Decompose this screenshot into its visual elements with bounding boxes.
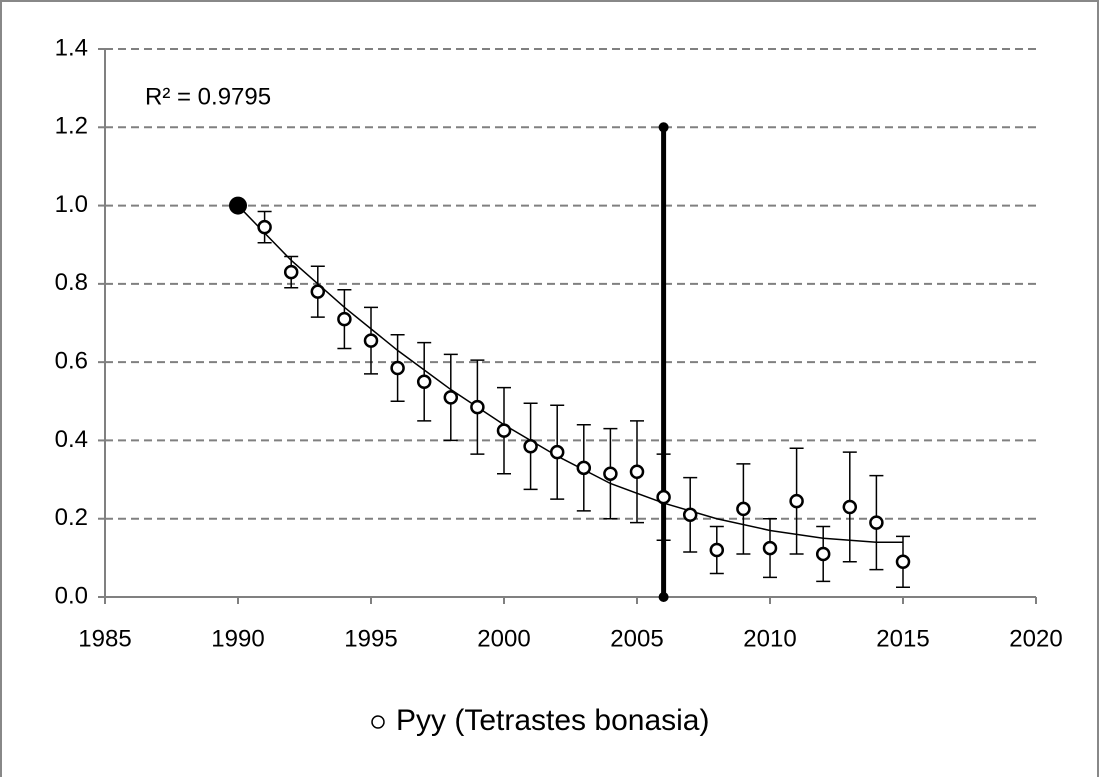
y-tick-label: 0.2 xyxy=(55,504,88,531)
y-tick-label: 1.4 xyxy=(55,34,88,61)
y-tick-label: 0.8 xyxy=(55,269,88,296)
x-tick-label: 1995 xyxy=(344,625,397,652)
x-tick-label: 1990 xyxy=(211,625,264,652)
x-tick-label: 2000 xyxy=(477,625,530,652)
y-tick-label: 1.0 xyxy=(55,191,88,218)
data-point xyxy=(310,284,326,299)
data-point xyxy=(443,390,459,405)
data-point xyxy=(390,360,405,376)
data-point xyxy=(895,554,911,570)
data-point xyxy=(682,507,698,523)
y-tick-label: 1.2 xyxy=(55,113,88,140)
data-point xyxy=(363,333,379,348)
data-point xyxy=(709,542,725,558)
annotation: R² = 0.9795 xyxy=(145,83,271,110)
legend-marker xyxy=(371,715,385,729)
x-tick-label: 2010 xyxy=(743,625,796,652)
data-point xyxy=(762,540,778,556)
data-point xyxy=(257,219,272,235)
data-point xyxy=(337,311,352,327)
data-point xyxy=(869,515,884,530)
data-point xyxy=(656,489,671,505)
data-point xyxy=(470,399,485,415)
data-point xyxy=(736,501,751,517)
x-tick-label: 2020 xyxy=(1009,625,1062,652)
y-tick-label: 0.4 xyxy=(55,426,88,453)
data-point xyxy=(496,423,512,438)
vertical-line-end xyxy=(658,592,669,602)
vertical-line-end xyxy=(658,122,669,133)
y-tick-label: 0.0 xyxy=(55,582,88,609)
data-point xyxy=(815,546,831,562)
data-point xyxy=(842,499,858,515)
data-point xyxy=(283,264,299,280)
data-point xyxy=(603,466,618,481)
data-point xyxy=(576,460,592,476)
legend-text: Pyy (Tetrastes bonasia) xyxy=(396,704,709,737)
y-tick-label: 0.6 xyxy=(55,347,88,374)
highlight-point xyxy=(229,196,247,215)
x-tick-label: 2005 xyxy=(610,625,663,652)
data-point xyxy=(523,439,538,454)
data-point xyxy=(416,374,432,389)
data-point xyxy=(549,444,565,460)
data-point xyxy=(789,493,804,509)
data-point xyxy=(629,464,645,479)
x-tick-label: 1985 xyxy=(78,625,131,652)
x-tick-label: 2015 xyxy=(876,625,929,652)
